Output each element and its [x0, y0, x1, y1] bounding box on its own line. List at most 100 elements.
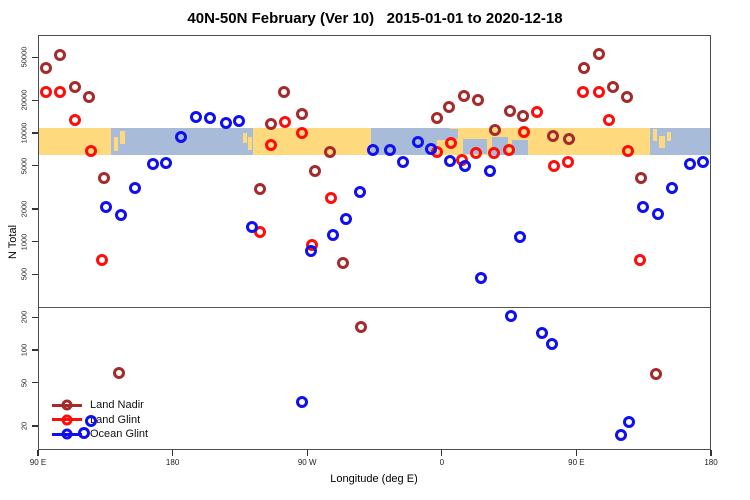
point-ocean-glint — [513, 230, 526, 243]
point-land-glint — [621, 145, 634, 158]
y-tick-label: 50 — [19, 378, 29, 387]
y-tick-label: 1000 — [19, 233, 29, 250]
point-land-nadir — [442, 100, 455, 113]
point-land-nadir — [54, 49, 67, 62]
legend-ring-icon — [61, 428, 73, 440]
y-tick — [32, 425, 38, 427]
point-ocean-glint — [697, 156, 710, 169]
point-land-nadir — [112, 367, 125, 380]
point-ocean-glint — [637, 200, 650, 213]
x-tick — [37, 450, 39, 456]
point-land-nadir — [607, 80, 620, 93]
point-land-nadir — [354, 320, 367, 333]
legend-ring-icon — [61, 414, 73, 426]
y-tick — [32, 165, 38, 167]
y-tick — [32, 99, 38, 102]
legend-marker-land-nadir — [52, 399, 82, 411]
map-island — [242, 133, 248, 143]
point-land-glint — [278, 115, 291, 128]
x-tick-label: 180 — [165, 458, 180, 467]
x-tick-label: 0 — [439, 458, 445, 467]
point-land-glint — [602, 114, 615, 127]
point-land-glint — [547, 159, 560, 172]
point-ocean-glint — [353, 186, 366, 199]
point-land-glint — [531, 106, 544, 119]
point-ocean-glint — [326, 228, 339, 241]
point-land-nadir — [323, 145, 336, 158]
y-tick-label: 100 — [19, 343, 29, 357]
point-ocean-glint — [483, 164, 496, 177]
point-ocean-glint — [295, 396, 308, 409]
legend-marker-land-glint — [52, 414, 82, 426]
point-land-nadir — [634, 171, 647, 184]
x-tick — [575, 450, 578, 456]
point-ocean-glint — [305, 245, 318, 258]
point-land-nadir — [503, 104, 516, 117]
point-land-glint — [54, 86, 67, 99]
point-ocean-glint — [233, 114, 245, 127]
point-land-nadir — [97, 171, 110, 184]
point-land-glint — [487, 147, 500, 160]
legend: Land Nadir Land Glint Ocean Glint — [52, 398, 148, 442]
map-island — [659, 136, 665, 149]
point-land-glint — [444, 137, 457, 150]
point-land-nadir — [562, 132, 575, 145]
point-land-glint — [633, 253, 646, 266]
point-land-nadir — [69, 81, 82, 94]
point-land-nadir — [471, 94, 484, 107]
map-island — [666, 132, 672, 142]
y-axis-title: N Total — [7, 224, 19, 260]
y-tick-label: 2000 — [19, 200, 29, 218]
y-tick-label: 5000 — [19, 157, 29, 174]
y-tick-label: 50000 — [19, 46, 29, 68]
point-land-nadir — [253, 182, 266, 195]
point-land-nadir — [278, 86, 291, 99]
y-tick — [32, 273, 38, 275]
point-land-glint — [324, 192, 337, 205]
point-land-nadir — [621, 90, 634, 103]
point-land-glint — [96, 253, 108, 266]
point-ocean-glint — [683, 158, 696, 171]
legend-label: Land Nadir — [90, 399, 144, 412]
point-land-glint — [518, 126, 531, 139]
x-tick — [172, 450, 174, 456]
point-ocean-glint — [424, 142, 437, 155]
legend-ring-icon — [61, 399, 73, 411]
legend-item: Land Glint — [52, 413, 148, 428]
legend-label: Ocean Glint — [90, 428, 149, 441]
legend-label: Land Glint — [90, 413, 141, 426]
x-tick-label: 90 E — [29, 458, 47, 467]
point-ocean-glint — [545, 338, 558, 351]
point-land-nadir — [488, 123, 501, 136]
point-land-nadir — [430, 111, 443, 124]
map-island — [248, 137, 252, 150]
point-ocean-glint — [115, 209, 128, 222]
point-ocean-glint — [77, 427, 90, 440]
point-ocean-glint — [665, 181, 678, 194]
point-land-nadir — [547, 130, 560, 143]
map-lake — [437, 128, 450, 141]
x-tick — [441, 450, 443, 456]
point-land-glint — [69, 113, 82, 126]
point-land-nadir — [40, 62, 53, 75]
x-tick-label: 90 E — [568, 458, 585, 467]
point-ocean-glint — [474, 271, 487, 284]
legend-item: Land Nadir — [52, 398, 148, 413]
point-ocean-glint — [397, 155, 410, 168]
y-tick-label: 500 — [19, 267, 29, 281]
point-land-glint — [562, 156, 575, 169]
point-ocean-glint — [100, 200, 113, 213]
point-land-glint — [295, 126, 308, 139]
point-ocean-glint — [190, 111, 203, 124]
y-tick — [32, 382, 38, 384]
point-land-glint — [503, 144, 516, 157]
map-lake — [512, 140, 528, 155]
point-land-glint — [577, 85, 590, 98]
map-island — [652, 129, 658, 142]
y-tick — [32, 208, 38, 210]
map-lake — [450, 129, 459, 139]
point-land-glint — [40, 86, 53, 99]
point-ocean-glint — [443, 155, 456, 168]
y-tick — [32, 316, 38, 319]
